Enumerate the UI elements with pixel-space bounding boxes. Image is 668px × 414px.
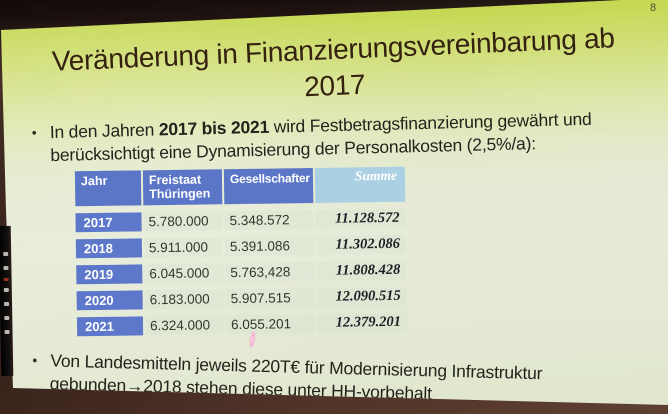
col-header-jahr: Jahr xyxy=(74,170,142,207)
slide-title: Veränderung in Finanzierungsvereinbarung… xyxy=(13,19,655,118)
summe-value: 11.128.572 xyxy=(315,208,406,229)
bullet-icon: • xyxy=(31,124,37,141)
year-cell: 2020 xyxy=(76,290,143,311)
summe-value: 11.808.428 xyxy=(316,260,407,281)
freistaat-value: 5.780.000 xyxy=(143,211,223,232)
bullet-landesmittel: • Von Landesmitteln jeweils 220T€ für Mo… xyxy=(32,349,648,405)
device-led-icon xyxy=(4,315,10,321)
gesellschafter-value: 5.348.572 xyxy=(224,209,314,231)
financing-table: Jahr Freistaat Thüringen Gesellschafter … xyxy=(74,166,408,337)
freistaat-value: 6.324.000 xyxy=(144,315,225,336)
bullet-icon: • xyxy=(32,351,38,369)
year-cell: 2021 xyxy=(76,316,144,337)
device-led-icon xyxy=(3,265,9,271)
year-cell: 2019 xyxy=(76,264,143,285)
bullet-financing-terms-text: In den Jahren 2017 bis 2021 wird Festbet… xyxy=(50,108,593,167)
year-cell: 2018 xyxy=(75,238,143,259)
device-led-icon xyxy=(3,287,9,293)
bullet-financing-terms: • In den Jahren 2017 bis 2021 wird Festb… xyxy=(32,106,648,167)
freistaat-value: 6.183.000 xyxy=(144,289,224,310)
year-cell: 2017 xyxy=(75,212,142,233)
bold-year-range: 2017 bis 2021 xyxy=(158,116,270,140)
device-led-icon xyxy=(4,301,10,307)
bullet-landesmittel-text: Von Landesmitteln jeweils 220T€ für Mode… xyxy=(49,349,543,405)
device-led-icon xyxy=(4,329,10,335)
gesellschafter-value: 5.391.086 xyxy=(224,235,315,257)
gesellschafter-value: 6.055.201 xyxy=(225,313,316,335)
summe-value: 12.090.515 xyxy=(316,286,407,307)
col-header-summe: Summe xyxy=(314,166,406,203)
device-led-icon xyxy=(3,277,9,282)
gesellschafter-value: 5.907.515 xyxy=(225,287,315,309)
col-header-gesellschafter: Gesellschafter xyxy=(223,167,314,205)
slide-number: 8 xyxy=(650,2,657,14)
device-led-icon xyxy=(3,251,9,257)
freistaat-value: 6.045.000 xyxy=(144,263,224,284)
gesellschafter-value: 5.763,428 xyxy=(225,261,315,283)
summe-value: 12.379.201 xyxy=(316,312,408,333)
summe-value: 11.302.086 xyxy=(315,234,407,255)
col-header-freistaat-thueringen: Freistaat Thüringen xyxy=(142,169,223,206)
freistaat-value: 5.911.000 xyxy=(143,237,224,258)
